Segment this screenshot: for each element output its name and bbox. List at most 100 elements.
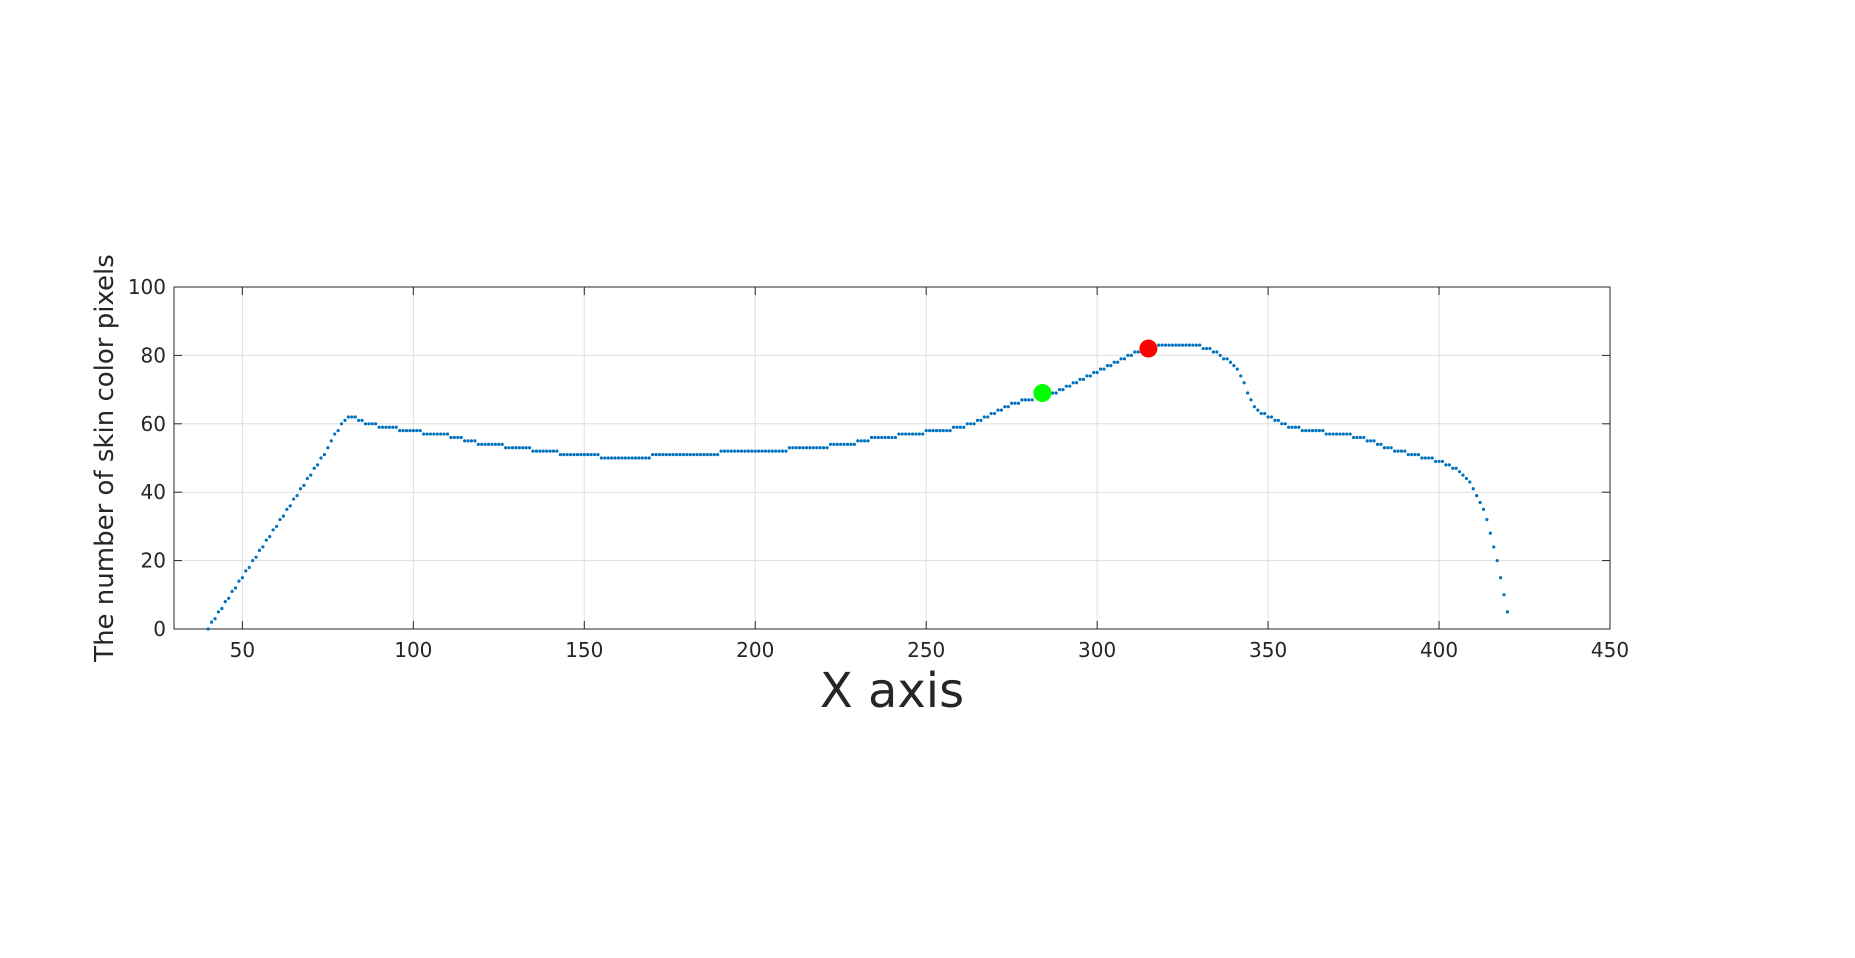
data-point <box>1194 343 1198 347</box>
data-point <box>425 432 429 436</box>
data-point <box>384 425 388 429</box>
data-point <box>1170 343 1174 347</box>
data-point <box>1198 343 1202 347</box>
data-point <box>1218 353 1222 357</box>
data-point <box>671 452 675 457</box>
data-point <box>1242 381 1246 385</box>
data-point <box>497 442 501 446</box>
data-point <box>958 425 962 429</box>
data-point <box>1006 405 1010 409</box>
data-point <box>1351 435 1356 440</box>
data-point <box>562 452 566 457</box>
data-point <box>244 569 248 573</box>
data-point <box>230 589 234 593</box>
data-point <box>1122 357 1127 361</box>
data-point <box>739 449 744 453</box>
data-point <box>1266 415 1270 419</box>
data-point <box>1334 432 1339 436</box>
data-point <box>555 449 559 453</box>
data-point <box>1078 377 1082 381</box>
data-point <box>264 538 268 542</box>
data-point <box>654 452 658 457</box>
x-tick-labels: 50 100 150 200 250 300 350 400 450 <box>230 638 1629 662</box>
data-point <box>1471 487 1475 491</box>
data-point <box>1468 480 1472 484</box>
data-point <box>1273 418 1277 422</box>
data-point <box>210 620 214 624</box>
data-point <box>637 456 641 460</box>
data-point <box>1225 357 1229 361</box>
data-point <box>1317 429 1321 433</box>
data-point <box>1481 507 1486 511</box>
data-point <box>1461 473 1465 477</box>
x-tick-label: 400 <box>1420 638 1458 662</box>
x-axis-label: X axis <box>820 663 964 719</box>
data-point <box>972 422 976 426</box>
data-point <box>681 452 686 457</box>
data-point <box>1239 374 1243 378</box>
data-point <box>832 442 836 446</box>
data-point <box>941 429 945 433</box>
y-tick-label: 60 <box>141 412 166 436</box>
data-point <box>1447 463 1451 467</box>
data-point <box>835 442 839 446</box>
plot-area-frame <box>173 286 1611 630</box>
data-point <box>866 439 870 443</box>
data-point <box>428 432 433 436</box>
data-point <box>729 449 733 453</box>
data-point <box>1293 425 1298 429</box>
data-point <box>1434 459 1438 464</box>
data-point <box>592 452 597 457</box>
data-point <box>483 442 487 446</box>
data-point <box>726 449 730 453</box>
data-point <box>1386 446 1390 450</box>
data-point <box>668 452 672 457</box>
data-point <box>1321 429 1325 433</box>
data-point <box>1177 343 1181 347</box>
data-point <box>787 446 792 450</box>
data-point <box>302 483 306 487</box>
data-point <box>1232 364 1236 368</box>
data-point <box>233 586 238 590</box>
data-point <box>743 449 747 453</box>
data-point <box>1181 343 1185 347</box>
data-point <box>1365 439 1369 443</box>
data-point <box>1081 377 1086 381</box>
data-point <box>931 429 935 433</box>
data-point <box>274 524 279 529</box>
data-point <box>1328 432 1332 436</box>
data-point <box>883 435 887 440</box>
data-point <box>599 456 603 460</box>
data-point <box>1314 429 1318 433</box>
data-point <box>777 449 781 453</box>
data-point <box>989 411 993 416</box>
data-point <box>1105 364 1109 368</box>
data-point <box>1160 343 1164 347</box>
data-point <box>1208 346 1212 351</box>
data-point <box>220 606 224 611</box>
data-point <box>1184 343 1188 347</box>
data-point <box>640 456 645 460</box>
data-point <box>534 449 539 453</box>
data-point <box>1300 429 1304 433</box>
data-point <box>880 435 884 440</box>
data-point <box>907 432 911 436</box>
x-tick-label: 200 <box>736 638 774 662</box>
data-point <box>856 439 860 443</box>
data-point <box>268 535 272 539</box>
data-point <box>1492 545 1496 549</box>
data-point <box>610 456 614 460</box>
data-point <box>1163 343 1168 347</box>
data-point <box>863 439 867 443</box>
data-point <box>934 429 939 433</box>
data-point <box>815 446 819 450</box>
data-point <box>1051 391 1055 395</box>
data-point <box>1502 593 1506 597</box>
data-point <box>965 422 969 426</box>
data-point <box>1287 425 1291 429</box>
data-point <box>798 446 802 450</box>
data-point <box>1030 398 1034 402</box>
data-point <box>698 452 703 457</box>
data-point <box>421 432 426 436</box>
data-point <box>346 415 350 419</box>
